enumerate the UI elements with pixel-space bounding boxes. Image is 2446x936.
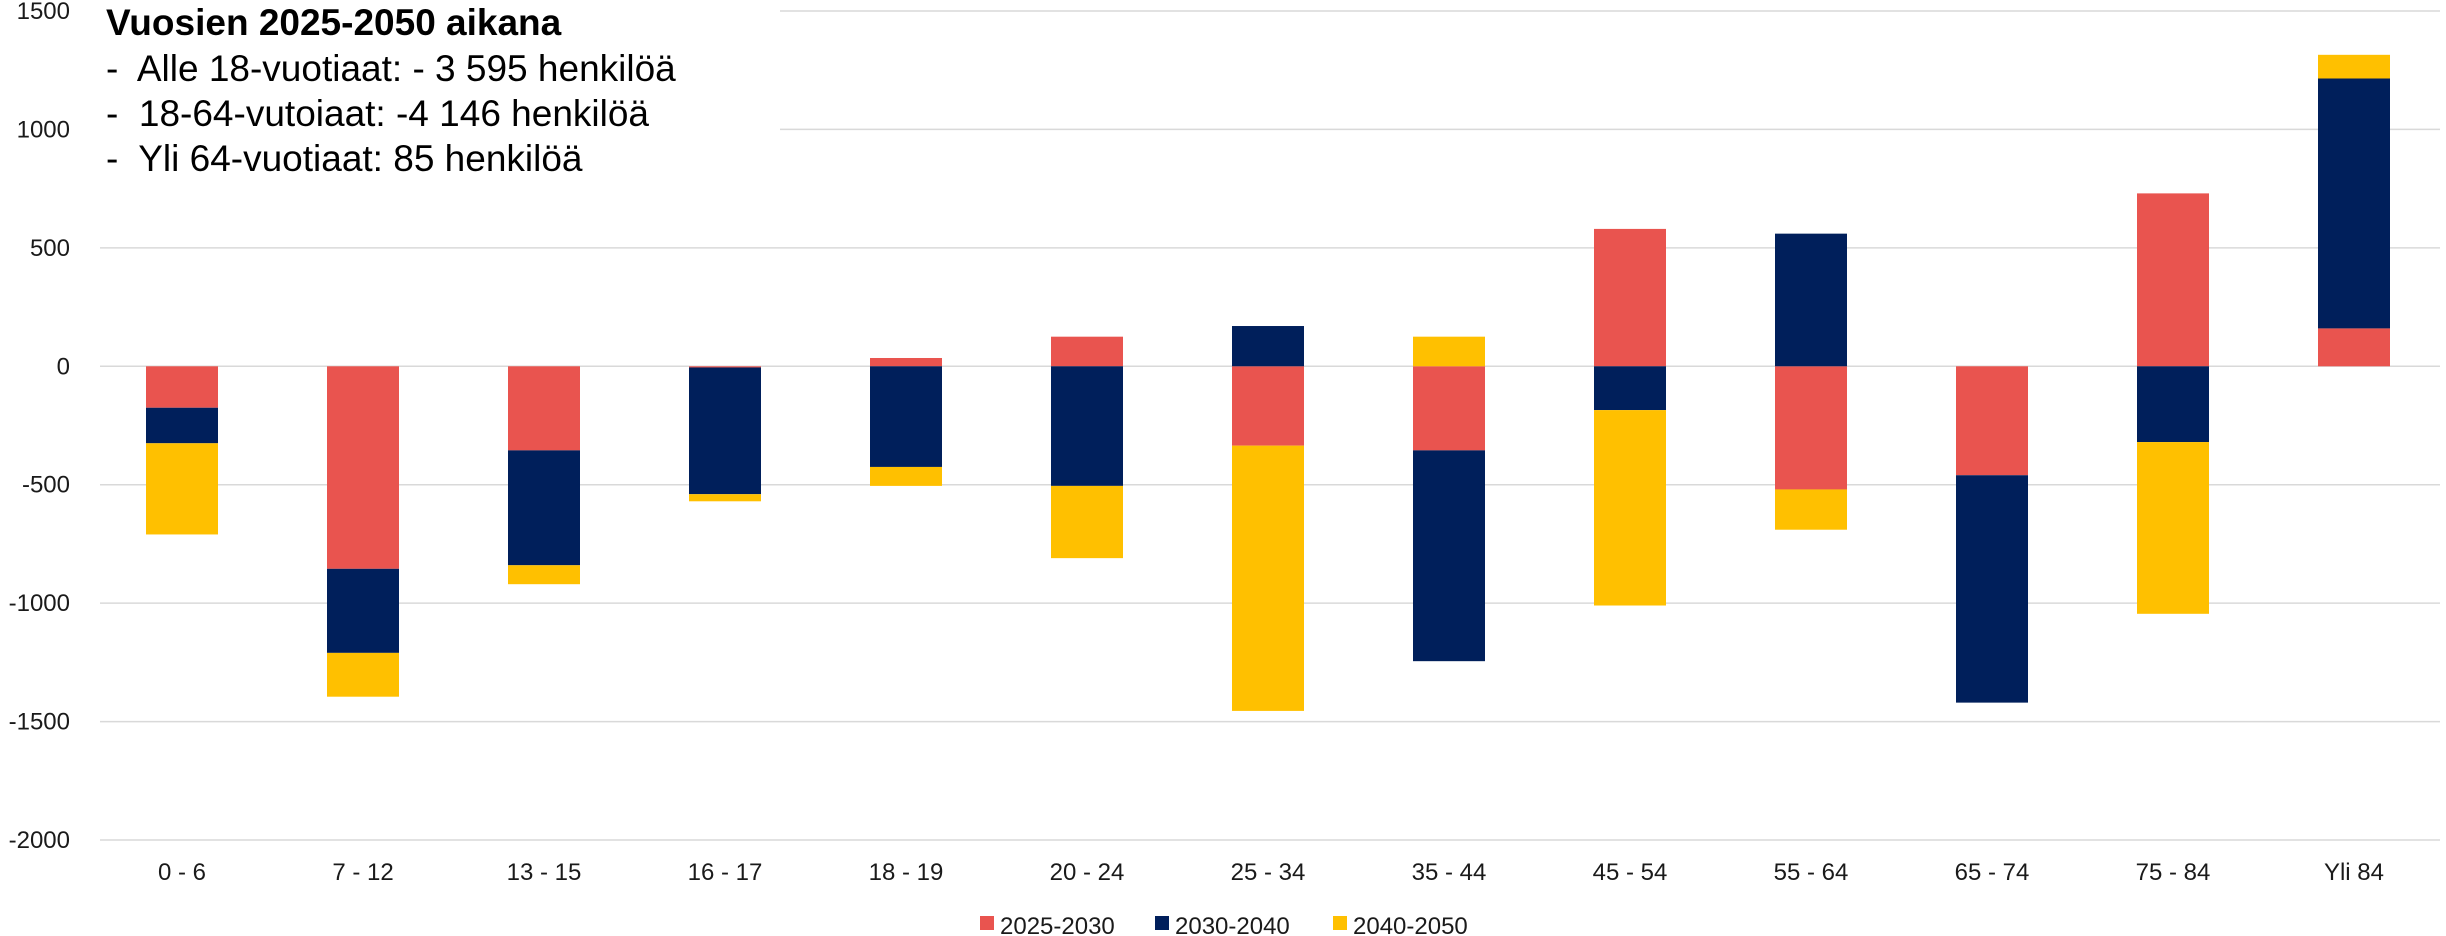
x-tick-label: 20 - 24 (1050, 859, 1125, 886)
bar-segment (146, 407, 218, 444)
x-tick-label: 13 - 15 (507, 859, 582, 886)
bar-segment (689, 367, 761, 495)
bar-segment (870, 366, 942, 467)
y-tick-label: 0 (57, 353, 70, 380)
y-tick-label: 500 (30, 235, 70, 262)
bar-segment (870, 357, 942, 367)
bar-segment (689, 366, 761, 368)
x-tick-label: 65 - 74 (1955, 859, 2030, 886)
legend-label: 2030-2040 (1175, 913, 1290, 936)
y-axis-ticks: 1500 1000 500 0 -500 -1000 -1500 -2000 (9, 0, 70, 854)
x-tick-label: 55 - 64 (1774, 859, 1849, 886)
legend-swatch (980, 916, 994, 930)
bar-segment (1594, 228, 1666, 367)
y-tick-label: 1500 (17, 0, 70, 25)
x-tick-label: 18 - 19 (869, 859, 944, 886)
bar-segment (1594, 410, 1666, 606)
x-tick-label: 25 - 34 (1231, 859, 1306, 886)
x-tick-label: 35 - 44 (1412, 859, 1487, 886)
bar-segment (1051, 485, 1123, 559)
x-tick-label: Yli 84 (2324, 859, 2384, 886)
legend: 2025-2030 2030-2040 2040-2050 (980, 913, 1468, 936)
bar-segment (2137, 366, 2209, 443)
bar-segment (1051, 366, 1123, 486)
annotation-box: Vuosien 2025-2050 aikana - Alle 18-vuoti… (106, 0, 866, 181)
legend-label: 2025-2030 (1000, 913, 1115, 936)
bar-segment (327, 366, 399, 569)
x-tick-label: 16 - 17 (688, 859, 763, 886)
x-tick-label: 0 - 6 (158, 859, 206, 886)
bar-segment (1775, 366, 1847, 490)
annotation-title: Vuosien 2025-2050 aikana (106, 2, 562, 43)
bar-segment (508, 565, 580, 585)
bar-segment (2137, 442, 2209, 614)
bars (146, 54, 2390, 711)
bar-segment (327, 652, 399, 697)
bar-segment (508, 366, 580, 451)
annotation-line: - 18-64-vutoiaat: -4 146 henkilöä (106, 93, 650, 134)
bar-segment (1413, 450, 1485, 662)
bar-segment (146, 366, 218, 408)
bar-segment (1956, 366, 2028, 476)
bar-segment (1051, 336, 1123, 367)
x-tick-label: 45 - 54 (1593, 859, 1668, 886)
y-tick-label: -500 (22, 472, 70, 499)
y-tick-label: 1000 (17, 116, 70, 143)
bar-segment (1956, 475, 2028, 703)
x-tick-label: 7 - 12 (332, 859, 393, 886)
bar-segment (2318, 78, 2390, 329)
annotation-line: - Yli 64-vuotiaat: 85 henkilöä (106, 138, 583, 179)
bar-segment (1413, 336, 1485, 367)
legend-swatch (1333, 916, 1347, 930)
bar-segment (2318, 54, 2390, 79)
bar-segment (508, 450, 580, 566)
bar-segment (2137, 193, 2209, 367)
legend-label: 2040-2050 (1353, 913, 1468, 936)
bar-segment (1413, 366, 1485, 451)
bar-segment (2318, 328, 2390, 367)
bar-segment (1232, 366, 1304, 446)
bar-segment (1594, 366, 1666, 411)
y-tick-label: -2000 (9, 827, 70, 854)
bar-segment (1775, 489, 1847, 530)
bar-segment (1775, 233, 1847, 367)
y-tick-label: -1000 (9, 590, 70, 617)
y-tick-label: -1500 (9, 709, 70, 736)
bar-segment (327, 568, 399, 653)
bar-segment (146, 443, 218, 535)
bar-segment (1232, 445, 1304, 711)
x-axis-ticks: 0 - 6 7 - 12 13 - 15 16 - 17 18 - 19 20 - 24 2… (158, 859, 2384, 886)
x-tick-label: 75 - 84 (2136, 859, 2211, 886)
bar-segment (1232, 326, 1304, 367)
legend-swatch (1155, 916, 1169, 930)
bar-segment (870, 466, 942, 486)
bar-segment (689, 494, 761, 502)
annotation-line: - Alle 18-vuotiaat: - 3 595 henkilöä (106, 48, 676, 89)
